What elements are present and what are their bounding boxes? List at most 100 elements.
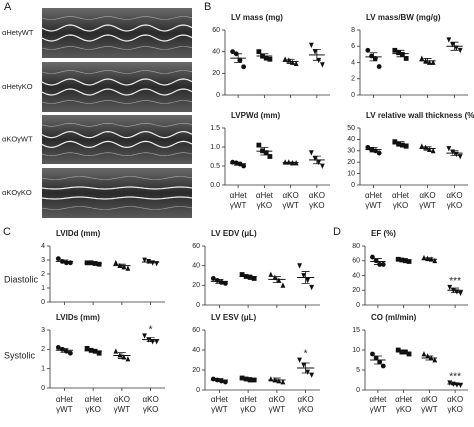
point [84, 260, 90, 266]
error-bar [425, 257, 434, 262]
group-label: αKO [269, 395, 285, 404]
group-label: γKO [257, 201, 273, 210]
point [376, 150, 382, 156]
error-bar [286, 161, 295, 164]
error-bar [425, 355, 434, 361]
point [293, 60, 299, 66]
point [68, 350, 73, 356]
point [380, 363, 386, 369]
point [84, 345, 90, 351]
y-tick-label: 20 [347, 159, 355, 166]
group-label: γWT [421, 405, 438, 414]
echo-image [42, 62, 192, 112]
point [251, 276, 257, 281]
point [446, 37, 452, 43]
panel-label: D [333, 226, 341, 238]
y-tick-label: 15 [352, 327, 360, 334]
panel-label: B [204, 1, 211, 13]
y-tick-label: 4 [41, 243, 45, 250]
point [403, 143, 409, 149]
y-tick-label: 20 [212, 70, 220, 77]
chart-title: LVPWd (mm) [231, 111, 281, 120]
error-bar [373, 355, 382, 365]
image-label: αHetγKO [2, 82, 33, 91]
point [268, 271, 274, 277]
y-tick-label: 40 [347, 136, 355, 143]
point [256, 49, 262, 55]
y-tick-label: 10 [352, 347, 360, 354]
group-label: αKO [421, 395, 437, 404]
point [247, 275, 253, 280]
point [210, 376, 216, 382]
chart-title: LVIDd (mm) [56, 229, 101, 238]
group-label: γKO [298, 405, 314, 414]
error-bar [301, 271, 310, 284]
point [247, 377, 253, 383]
group-label: αHet [240, 395, 258, 404]
y-tick-label: 2 [41, 346, 45, 353]
error-bar [234, 53, 243, 63]
point [446, 146, 452, 152]
point [316, 159, 322, 166]
y-tick-label: 0 [196, 302, 200, 309]
group-label: αHet [256, 191, 274, 200]
error-bar [146, 260, 155, 264]
point [113, 348, 119, 354]
image-label: αKOγWT [2, 134, 33, 143]
error-bar [451, 287, 460, 293]
point [241, 163, 247, 169]
error-bar [396, 49, 405, 58]
chart-title: EF (%) [371, 229, 396, 238]
y-tick-label: 4 [351, 59, 355, 66]
point [392, 47, 398, 53]
echo-trace [41, 196, 193, 200]
point [223, 379, 228, 385]
group-label: γKO [143, 405, 159, 414]
echo-trace [41, 152, 193, 156]
point [406, 351, 412, 357]
point [392, 139, 398, 145]
chart-title: LV mass/BW (mg/g) [366, 13, 441, 22]
y-tick-label: 10 [347, 170, 355, 177]
y-tick-label: 1.0 [210, 144, 220, 151]
point [365, 47, 371, 53]
group-label: γKO [396, 405, 412, 414]
point [241, 64, 247, 70]
annotation: *** [449, 276, 461, 287]
point [458, 290, 463, 297]
echo-trace [41, 46, 193, 50]
point [263, 150, 269, 156]
point [406, 259, 412, 264]
error-bar [286, 58, 295, 64]
error-bar [450, 150, 459, 156]
echo-trace [41, 78, 193, 86]
group-label: αKO [447, 395, 463, 404]
y-tick-label: 2 [351, 76, 355, 83]
point [309, 284, 315, 291]
group-label: αKO [298, 395, 314, 404]
point [305, 278, 311, 284]
point [457, 47, 463, 54]
panel-label: A [4, 1, 12, 13]
error-bar [272, 377, 281, 383]
point [256, 142, 262, 148]
y-tick-label: 0 [356, 302, 360, 309]
error-bar [423, 58, 432, 64]
annotation: *** [449, 371, 461, 382]
point [308, 150, 314, 156]
point [88, 347, 94, 353]
point [453, 45, 459, 51]
point [450, 42, 456, 48]
y-tick-label: 5 [356, 367, 360, 374]
group-label: γWT [282, 201, 299, 210]
y-tick-label: 30 [347, 148, 355, 155]
y-tick-label: 20 [352, 287, 360, 294]
point [457, 154, 463, 160]
point [96, 261, 102, 267]
y-tick-label: 0 [41, 299, 45, 306]
echo-trace [41, 70, 193, 74]
point [96, 350, 102, 356]
group-label: γWT [419, 201, 436, 210]
point [223, 280, 228, 286]
